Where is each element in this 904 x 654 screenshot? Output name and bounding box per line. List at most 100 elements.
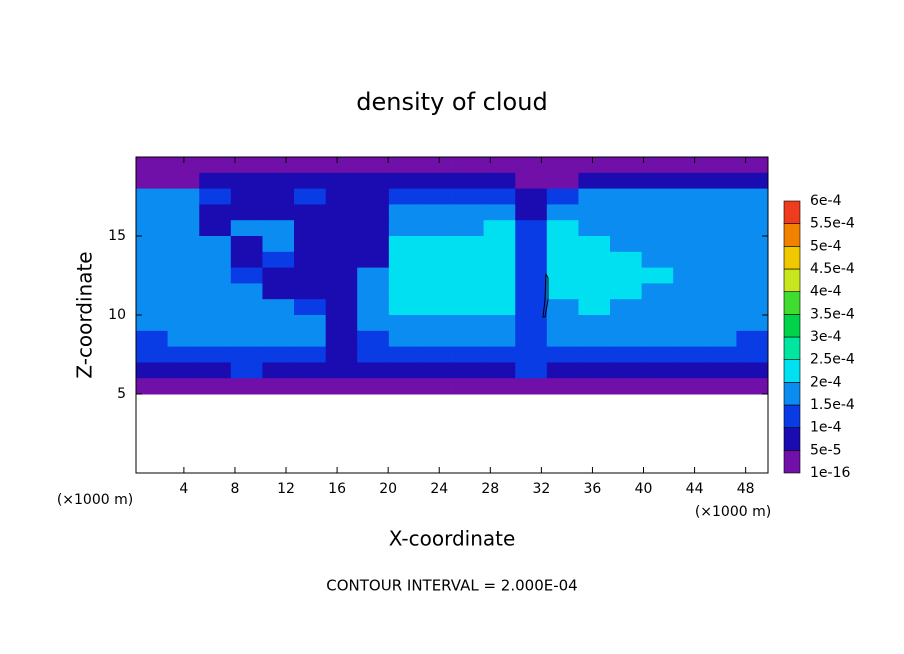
field-cell: [515, 267, 548, 284]
field-cell: [546, 299, 579, 316]
field-cell: [136, 315, 169, 332]
field-cell: [610, 188, 643, 205]
field-cell: [704, 299, 737, 316]
field-cell: [325, 346, 358, 363]
field-cell: [136, 283, 169, 300]
field-cell: [610, 346, 643, 363]
field-cell: [262, 157, 295, 174]
y-tick-label: 5: [117, 386, 126, 402]
field-cell: [673, 378, 706, 395]
field-cell: [452, 315, 485, 332]
y-axis-label: Z-coordinate: [73, 251, 97, 378]
field-cell: [515, 251, 548, 269]
field-cell: [673, 283, 706, 300]
field-cell: [641, 220, 674, 237]
field-cell: [199, 378, 232, 395]
field-cell: [452, 267, 485, 284]
colorbar-label: 1e-16: [810, 465, 850, 481]
field-cell: [452, 172, 485, 190]
field-cell: [388, 283, 421, 300]
field-cell: [230, 188, 263, 205]
colorbar-box: [783, 359, 801, 383]
field-cell: [199, 283, 232, 300]
field-cell: [230, 346, 263, 363]
field-cell: [294, 267, 327, 284]
field-cell: [610, 204, 643, 221]
field-cell: [325, 315, 358, 332]
field-cell: [704, 362, 737, 379]
field-cell: [357, 204, 390, 221]
field-cell: [641, 315, 674, 332]
field-cell: [515, 220, 548, 237]
field-cell: [230, 220, 263, 237]
x-tick-label: 20: [379, 481, 397, 497]
field-cell: [199, 236, 232, 253]
colorbar-label: 1e-4: [810, 420, 842, 436]
field-cell: [578, 157, 611, 174]
field-cell: [325, 251, 358, 269]
x-tick-label: 4: [179, 481, 188, 497]
field-cell: [230, 283, 263, 300]
field-cell: [136, 188, 169, 205]
field-cell: [546, 251, 579, 269]
field-cell: [357, 283, 390, 300]
colorbar-box: [783, 268, 801, 292]
field-cell: [736, 346, 768, 363]
field-cell: [294, 251, 327, 269]
field-cell: [294, 172, 327, 190]
x-tick-label: 32: [532, 481, 550, 497]
field-cell: [325, 378, 358, 395]
field-cell: [483, 346, 516, 363]
field-cell: [515, 315, 548, 332]
field-cell: [673, 188, 706, 205]
field-cell: [515, 346, 548, 363]
field-cell: [578, 283, 611, 300]
field-cell: [420, 283, 453, 300]
field-cell: [420, 299, 453, 316]
field-cell: [262, 236, 295, 253]
field-cell: [452, 236, 485, 253]
field-cell: [452, 204, 485, 221]
field-cell: [230, 172, 263, 190]
field-cell: [483, 236, 516, 253]
field-cell: [452, 188, 485, 205]
field-cell: [704, 330, 737, 348]
field-cell: [673, 251, 706, 269]
field-cell: [610, 378, 643, 395]
colorbar-box: [783, 382, 801, 406]
field-cell: [199, 299, 232, 316]
colorbar-label: 5e-4: [810, 238, 842, 254]
field-cell: [420, 267, 453, 284]
colorbar-label: 3e-4: [810, 329, 842, 345]
field-cell: [388, 267, 421, 284]
field-cell: [483, 157, 516, 174]
field-cell: [294, 330, 327, 348]
field-cell: [546, 267, 579, 284]
field-cell: [546, 362, 579, 379]
field-cell: [736, 251, 768, 269]
field-cell: [357, 299, 390, 316]
field-cell: [704, 346, 737, 363]
field-cell: [673, 172, 706, 190]
field-cell: [388, 251, 421, 269]
colorbar-box: [783, 314, 801, 338]
field-cell: [546, 172, 579, 190]
field-cell: [294, 362, 327, 379]
field-cell: [167, 346, 200, 363]
field-cell: [357, 172, 390, 190]
field-cell: [673, 204, 706, 221]
field-cell: [325, 236, 358, 253]
field-cell: [357, 188, 390, 205]
field-cell: [136, 204, 169, 221]
x-tick-label: 28: [481, 481, 499, 497]
field-cell: [610, 157, 643, 174]
field-cell: [641, 204, 674, 221]
field-cell: [420, 346, 453, 363]
field-cell: [199, 204, 232, 221]
field-cell: [736, 283, 768, 300]
colorbar-box: [783, 246, 801, 270]
field-cell: [641, 346, 674, 363]
field-cell: [610, 299, 643, 316]
field-cell: [483, 330, 516, 348]
field-cell: [610, 251, 643, 269]
